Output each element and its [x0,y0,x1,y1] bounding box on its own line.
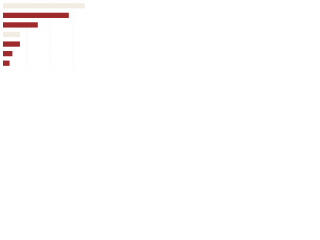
bar [3,3,85,9]
bar [3,60,10,66]
bar [3,22,38,28]
bar [3,31,20,38]
bar [3,41,20,47]
bar [3,51,13,57]
page: (() => { const data = JSON.parse(documen… [0,0,320,71]
bar [3,12,69,18]
chart [3,1,85,68]
